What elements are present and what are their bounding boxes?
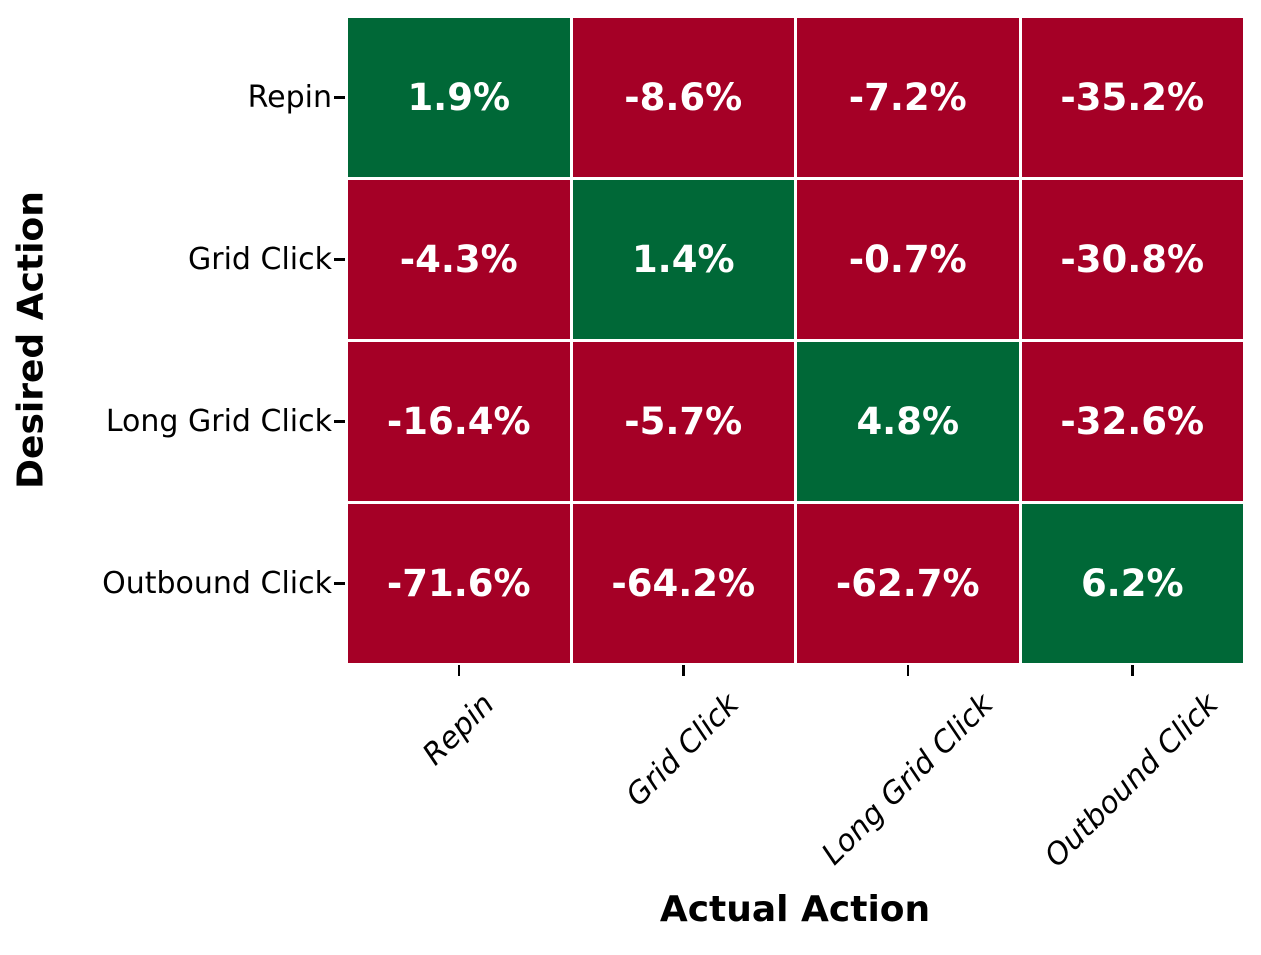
cell-value: -32.6% xyxy=(1060,400,1205,443)
heatmap-cell: 1.4% xyxy=(572,180,794,339)
cell-value: -0.7% xyxy=(848,238,967,281)
cell-value: -8.6% xyxy=(624,76,743,119)
cell-value: -5.7% xyxy=(624,400,743,443)
heatmap-cell: -5.7% xyxy=(572,342,794,501)
y-tick-mark xyxy=(334,258,345,261)
heatmap-cell: 4.8% xyxy=(797,342,1019,501)
x-tick-label: Long Grid Click xyxy=(814,687,1000,873)
y-tick-label: Long Grid Click xyxy=(105,403,332,439)
x-tick-mark xyxy=(1131,665,1134,676)
x-tick-label: Repin xyxy=(415,686,502,773)
x-axis-title: Actual Action xyxy=(659,889,931,930)
cell-value: -35.2% xyxy=(1060,76,1205,119)
cell-value: 6.2% xyxy=(1080,562,1184,605)
cell-value: 1.9% xyxy=(407,76,511,119)
cell-value: -71.6% xyxy=(386,562,531,605)
x-tick-mark xyxy=(682,665,685,676)
heatmap-cell: -71.6% xyxy=(348,504,570,663)
cell-value: -16.4% xyxy=(386,400,531,443)
x-tick-mark xyxy=(906,665,909,676)
x-tick-label: Grid Click xyxy=(619,686,747,814)
cell-value: 4.8% xyxy=(856,400,960,443)
y-tick-label: Repin xyxy=(247,79,332,115)
heatmap-cell: -32.6% xyxy=(1021,342,1243,501)
cell-value: -4.3% xyxy=(399,238,518,281)
heatmap-cell: -64.2% xyxy=(572,504,794,663)
heatmap-cell: -16.4% xyxy=(348,342,570,501)
heatmap-cell: -8.6% xyxy=(572,18,794,177)
cell-value: -7.2% xyxy=(848,76,967,119)
heatmap-cell: -30.8% xyxy=(1021,180,1243,339)
heatmap-cell: -62.7% xyxy=(797,504,1019,663)
y-tick-label: Outbound Click xyxy=(102,565,332,601)
heatmap-cell: 1.9% xyxy=(348,18,570,177)
y-tick-mark xyxy=(334,420,345,423)
y-tick-label: Grid Click xyxy=(188,241,332,277)
y-tick-mark xyxy=(334,582,345,585)
heatmap-cell: -0.7% xyxy=(797,180,1019,339)
heatmap-cell: 6.2% xyxy=(1021,504,1243,663)
heatmap-cell: -35.2% xyxy=(1021,18,1243,177)
heatmap-cell: -4.3% xyxy=(348,180,570,339)
cell-value: -64.2% xyxy=(611,562,756,605)
heatmap-cell: -7.2% xyxy=(797,18,1019,177)
cell-value: -30.8% xyxy=(1060,238,1205,281)
x-tick-label: Outbound Click xyxy=(1038,686,1226,875)
y-tick-mark xyxy=(334,96,345,99)
x-tick-mark xyxy=(457,665,460,676)
y-axis-title: Desired Action xyxy=(10,191,52,489)
cell-value: -62.7% xyxy=(835,562,980,605)
cell-value: 1.4% xyxy=(631,238,735,281)
